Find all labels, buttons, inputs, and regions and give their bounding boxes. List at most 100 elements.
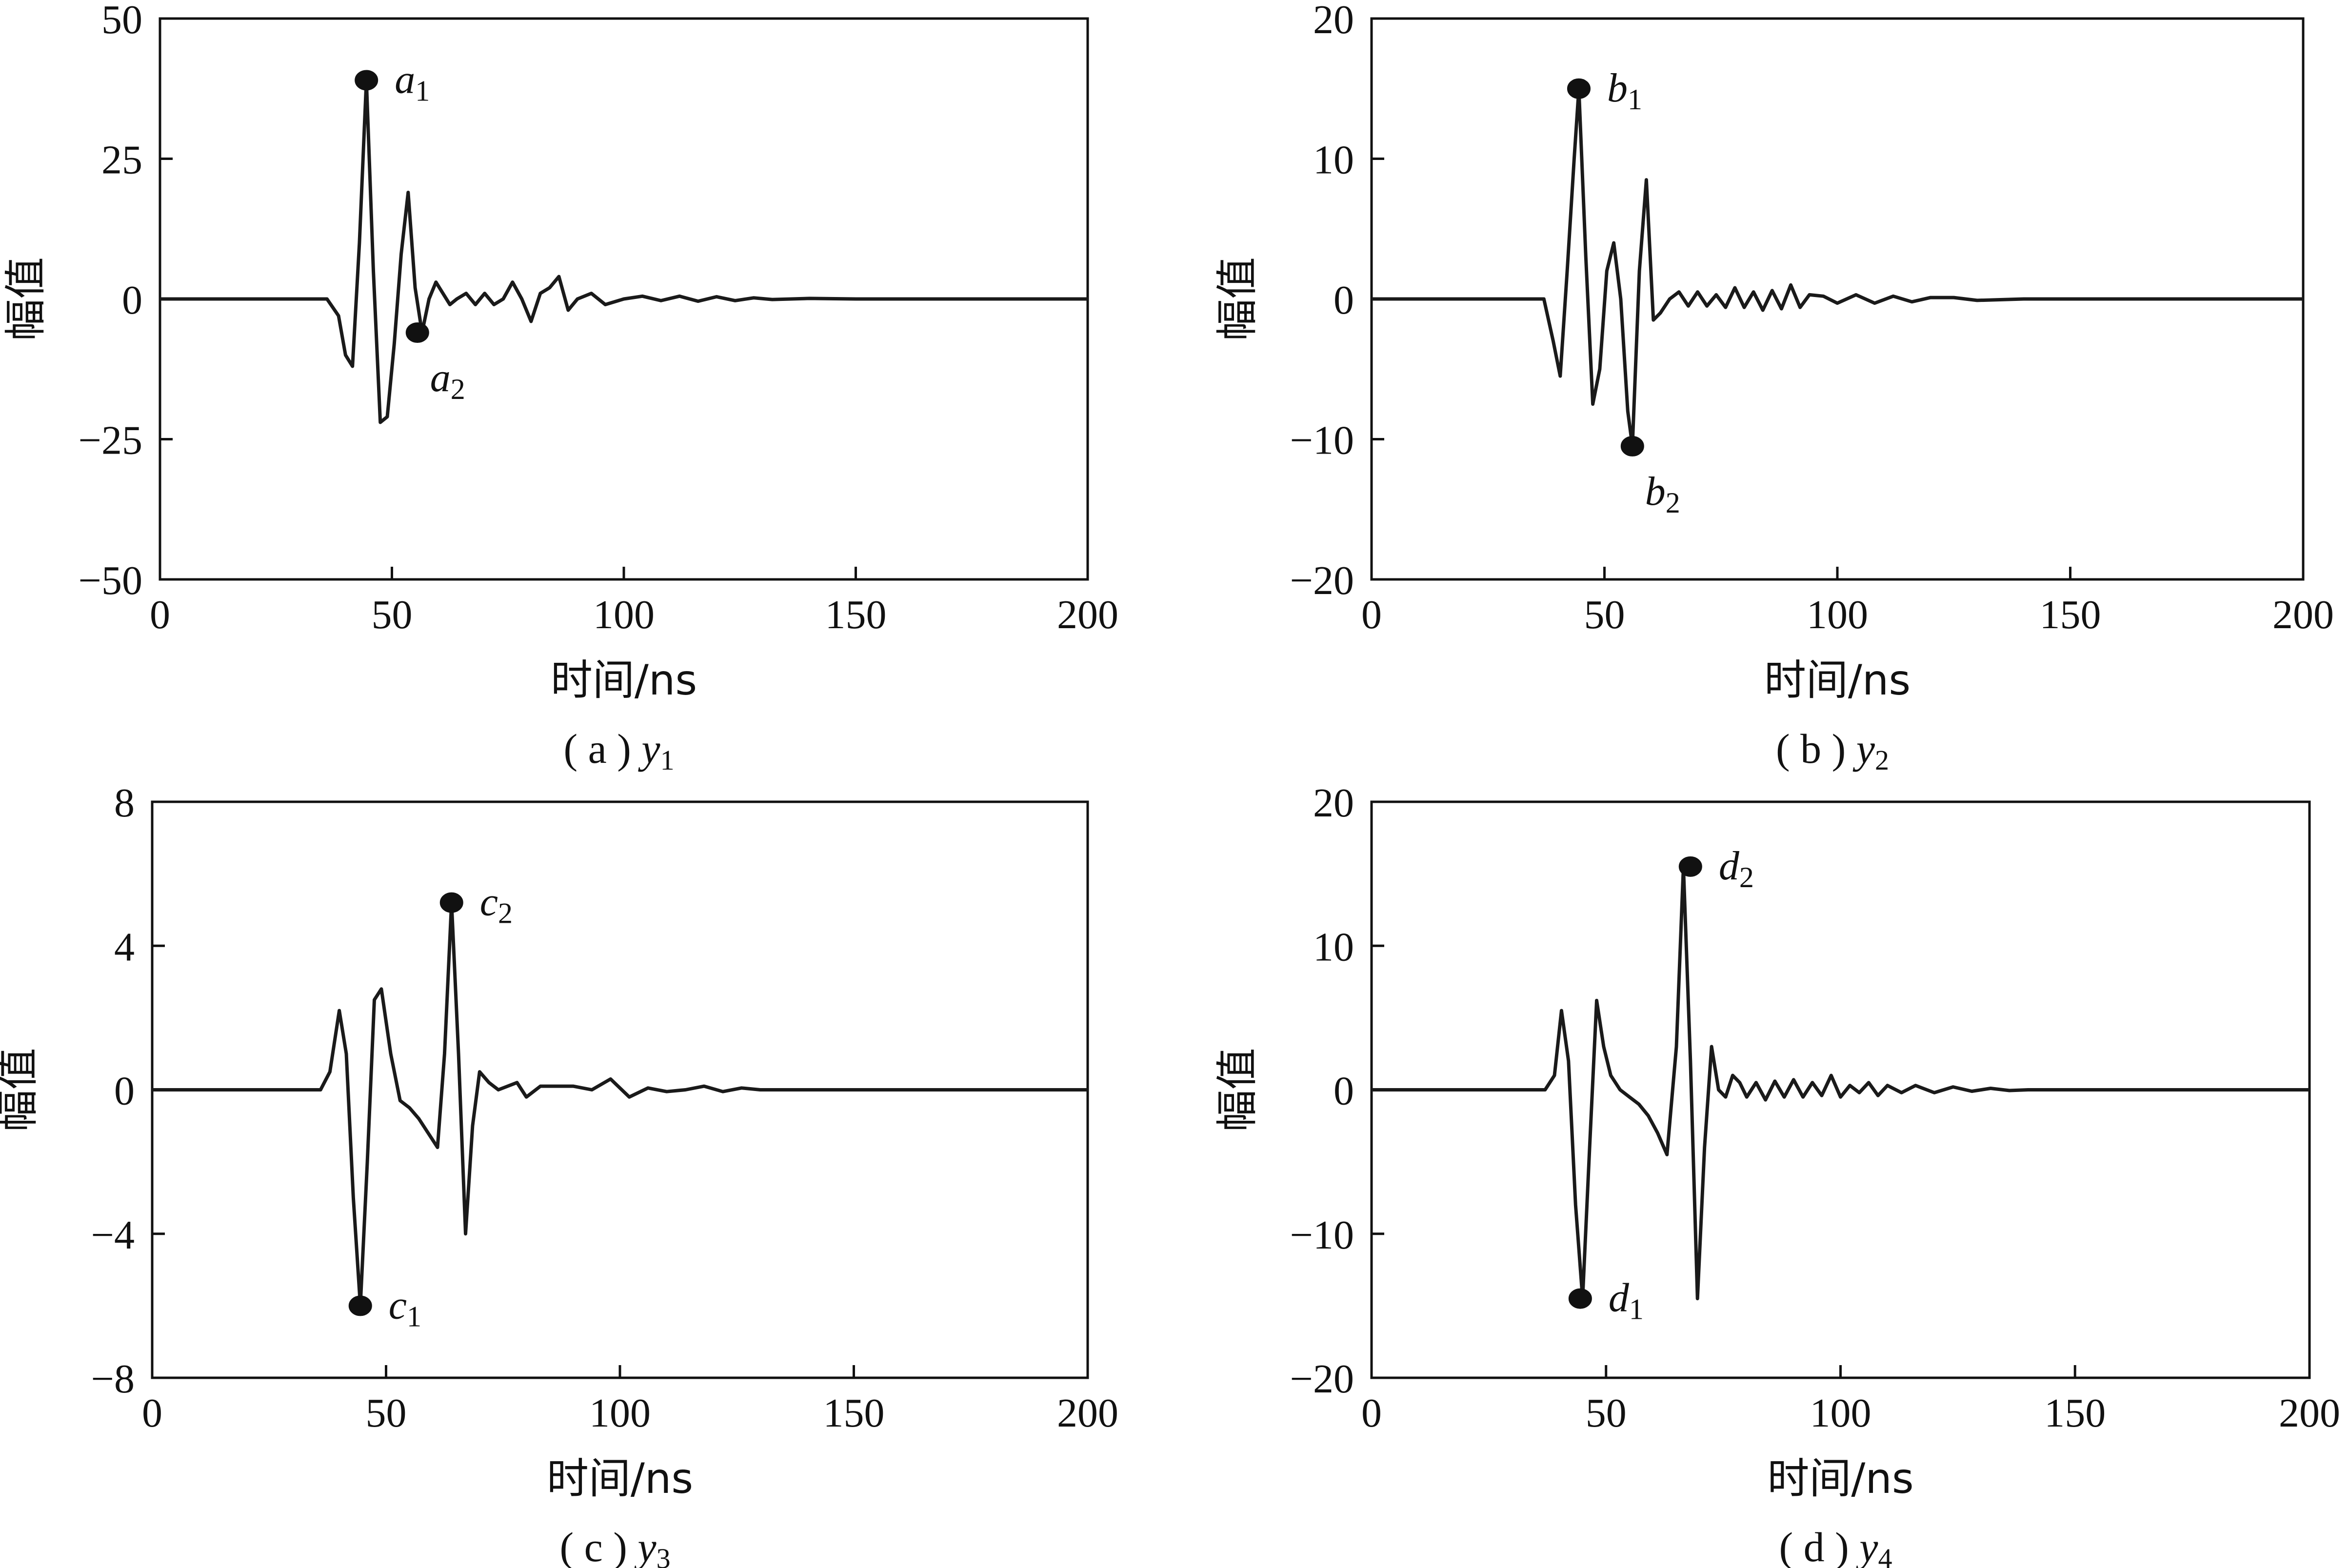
caption-sub: 3 [657,1543,671,1568]
panel-caption: ( a ) y1 [563,725,674,776]
peak-marker-b1 [1567,78,1591,99]
caption-prefix: ( a ) [563,725,641,772]
y-tick-label: 8 [114,780,135,826]
x-tick-label: 0 [1361,592,1382,637]
x-tick-label: 100 [593,592,655,637]
peak-label-var: c [389,1282,407,1328]
x-tick-label: 0 [1361,1390,1382,1436]
peak-label-c1: c1 [389,1282,421,1332]
peak-label-var: a [430,355,451,400]
peak-label-sub: 1 [415,75,430,107]
x-tick-label: 150 [823,1390,885,1436]
peak-label-d2: d2 [1719,843,1754,893]
peak-label-a2: a2 [430,355,465,405]
y-tick-label: −50 [79,558,142,603]
series-line [1372,87,2303,448]
x-tick-label: 50 [1584,592,1625,637]
peak-marker-d2 [1678,856,1702,877]
x-tick-label: 200 [1057,592,1118,637]
panel-caption: ( c ) y3 [559,1524,670,1568]
x-tick-label: 200 [2279,1390,2340,1436]
y-tick-label: 0 [122,278,142,323]
x-axis-label: 时间/ns [547,1454,693,1503]
peak-label-sub: 1 [1628,83,1642,116]
peak-label-var: c [480,879,498,925]
y-tick-label: 25 [101,138,142,183]
x-tick-label: 150 [2040,592,2101,637]
peak-marker-b2 [1620,436,1644,457]
x-tick-label: 100 [1807,592,1868,637]
y-axis-label: 幅值 [1213,1048,1262,1132]
peak-marker-a2 [405,322,429,343]
caption-var: y [1855,1524,1878,1568]
x-tick-label: 0 [150,592,170,637]
caption-prefix: ( d ) [1779,1524,1860,1568]
peak-marker-a1 [355,70,378,91]
x-tick-label: 200 [1057,1390,1118,1436]
peak-label-var: a [395,57,415,102]
peak-label-var: d [1609,1275,1630,1321]
y-tick-label: 0 [1334,278,1354,323]
x-tick-label: 50 [372,592,413,637]
peak-label-sub: 2 [498,897,513,930]
series-line [152,901,1088,1308]
x-axis-label: 时间/ns [1764,656,1911,705]
y-tick-label: 10 [1313,138,1354,183]
caption-sub: 4 [1878,1543,1892,1568]
peak-label-b2: b2 [1645,469,1680,519]
caption-prefix: ( b ) [1776,725,1856,772]
y-tick-label: 20 [1313,780,1354,826]
peak-label-d1: d1 [1609,1275,1644,1326]
peak-label-var: d [1719,843,1740,889]
y-tick-label: 10 [1313,924,1354,970]
y-tick-label: −10 [1290,418,1354,463]
x-axis-label: 时间/ns [1767,1454,1913,1503]
y-tick-label: 0 [114,1069,135,1114]
peak-label-sub: 2 [1739,861,1754,893]
x-tick-label: 100 [589,1390,651,1436]
peak-marker-c1 [348,1295,372,1316]
peak-label-sub: 1 [407,1300,421,1332]
panel-caption: ( b ) y2 [1776,725,1889,776]
y-axis-label: 幅值 [0,1048,42,1132]
peak-label-sub: 2 [451,373,465,405]
caption-var: y [634,1524,657,1568]
series-line [1372,865,2309,1301]
y-tick-label: −20 [1290,1356,1354,1402]
y-tick-label: −20 [1290,558,1354,603]
y-tick-label: −8 [91,1356,135,1402]
peak-label-sub: 2 [1666,487,1680,519]
x-tick-label: 150 [2044,1390,2106,1436]
peak-label-sub: 1 [1629,1293,1644,1326]
caption-var: y [1852,725,1875,772]
x-tick-label: 150 [825,592,887,637]
x-tick-label: 100 [1810,1390,1871,1436]
y-axis-label: 幅值 [1213,257,1262,341]
series-line [160,79,1088,424]
y-tick-label: −4 [91,1212,135,1258]
peak-label-a1: a1 [395,57,430,107]
y-tick-label: 50 [101,0,142,42]
caption-var: y [637,725,660,772]
peak-marker-c2 [439,892,463,913]
caption-prefix: ( c ) [559,1524,637,1568]
peak-label-c2: c2 [480,879,513,930]
y-tick-label: 20 [1313,0,1354,42]
y-tick-label: −10 [1290,1212,1354,1258]
peak-label-var: b [1607,65,1628,111]
x-tick-label: 50 [366,1390,407,1436]
y-tick-label: 4 [114,924,135,970]
y-tick-label: −25 [79,418,142,463]
y-tick-label: 0 [1334,1069,1354,1114]
x-tick-label: 200 [2272,592,2334,637]
x-tick-label: 50 [1586,1390,1627,1436]
x-tick-label: 0 [142,1390,162,1436]
caption-sub: 2 [1875,744,1889,776]
x-axis-label: 时间/ns [551,656,697,705]
panel-caption: ( d ) y4 [1779,1524,1892,1568]
y-axis-label: 幅值 [1,257,50,341]
